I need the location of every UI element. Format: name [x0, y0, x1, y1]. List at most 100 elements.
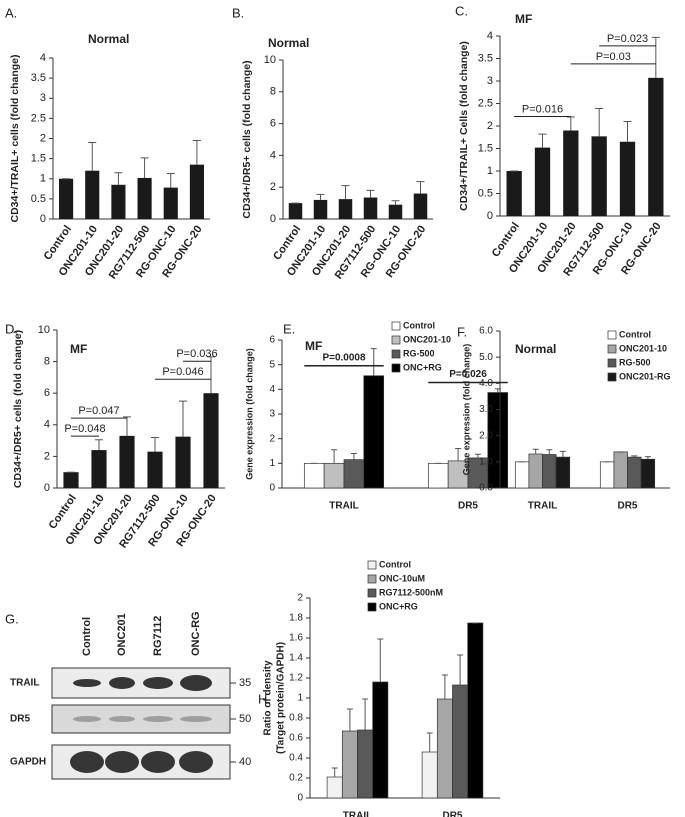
- error-bar: [457, 654, 464, 685]
- blot-band: [143, 716, 173, 722]
- y-tick-label: 1: [40, 173, 46, 185]
- lane-label: ONC-RG: [190, 611, 202, 656]
- legend-label: ONC201-10: [403, 334, 451, 344]
- bar: [627, 456, 642, 489]
- error-bar: [566, 116, 575, 131]
- y-tick-label: 1.5: [31, 153, 46, 165]
- bar: [111, 184, 126, 219]
- y-tick-label: 0: [487, 210, 493, 222]
- bar: [363, 375, 385, 489]
- y-tick-label: 2: [40, 132, 46, 144]
- lane-label: RG7112: [152, 616, 164, 656]
- y-tick-label: 2: [297, 593, 303, 604]
- y-tick-label: 0.4: [289, 753, 303, 764]
- bar: [303, 462, 325, 489]
- y-tick-label: 1.4: [289, 653, 303, 664]
- error-bar: [114, 172, 123, 185]
- x-tick-label: TRAIL: [528, 501, 557, 512]
- legend-label: RG-500: [619, 357, 651, 367]
- y-axis-label: (Target protein/GAPDH): [276, 642, 287, 754]
- blot-band: [70, 751, 104, 773]
- bar: [323, 462, 345, 489]
- y-tick-label: 5: [269, 359, 275, 370]
- y-axis-label: CD34+/DR5+ cells (fold change): [12, 330, 24, 488]
- y-tick-label: 3: [269, 409, 275, 420]
- y-tick-label: 8: [44, 356, 50, 368]
- error-bar: [88, 142, 97, 171]
- y-tick-label: 1: [297, 693, 303, 704]
- y-tick-label: 0.6: [289, 733, 303, 744]
- bar: [91, 450, 107, 488]
- blot-band: [73, 679, 101, 687]
- error-bar: [377, 638, 384, 682]
- panel-title: MF: [515, 12, 532, 26]
- blot-band: [109, 716, 135, 722]
- p-value: P=0.036: [176, 348, 217, 360]
- blot-band: [105, 751, 139, 773]
- y-axis-label: Gene expression (fold change): [461, 344, 471, 476]
- bar: [203, 393, 219, 488]
- error-bar: [179, 400, 187, 437]
- bar: [436, 698, 453, 799]
- p-value: P=0.016: [522, 103, 563, 115]
- error-bar: [366, 189, 375, 198]
- error-bar: [416, 181, 425, 194]
- error-bar: [538, 133, 547, 148]
- bar: [372, 681, 389, 799]
- error-bar: [532, 448, 539, 454]
- legend-label: Control: [379, 559, 411, 569]
- panel-label: E.: [283, 321, 295, 336]
- blot-band: [180, 675, 212, 691]
- y-tick-label: 1.8: [289, 613, 303, 624]
- legend-swatch: [607, 344, 617, 354]
- legend-label: RG7112-500nM: [379, 587, 443, 597]
- blot-band: [141, 751, 175, 773]
- y-tick-label: 1.0: [479, 456, 493, 467]
- bar: [326, 776, 343, 799]
- error-bar: [192, 140, 201, 165]
- error-bar: [455, 448, 462, 461]
- x-tick-label: DR5: [442, 811, 462, 817]
- bar: [555, 456, 571, 489]
- bar: [514, 461, 530, 489]
- panel-label: B.: [232, 5, 244, 20]
- legend-label: ONC201-RG: [619, 371, 671, 381]
- y-tick-label: 2.5: [478, 97, 493, 109]
- legend-label: RG-500: [403, 348, 435, 358]
- error-bar: [474, 453, 481, 458]
- error-bar: [651, 36, 660, 78]
- y-tick-label: 3.0: [479, 404, 493, 415]
- row-label: GAPDH: [10, 757, 46, 768]
- error-bar: [370, 348, 377, 376]
- y-axis-label: CD34+/DR5+ cells (fold change): [241, 60, 253, 218]
- legend-label: ONC+RG: [403, 362, 442, 372]
- p-value: P=0.026: [449, 369, 487, 380]
- panel-label: C.: [455, 3, 468, 18]
- error-bar: [391, 200, 400, 205]
- y-axis-label: Ratio of density: [263, 660, 274, 735]
- lane-label: Control: [81, 617, 93, 656]
- y-tick-label: 1: [487, 165, 493, 177]
- legend-label: ONC+RG: [379, 601, 418, 611]
- y-tick-label: 0: [297, 793, 303, 804]
- bar: [357, 729, 374, 799]
- error-bar: [559, 450, 566, 458]
- bar: [119, 435, 135, 488]
- p-value: P=0.03: [596, 51, 631, 63]
- error-bar: [166, 173, 175, 188]
- legend-label: Control: [619, 329, 651, 339]
- legend-swatch: [367, 560, 377, 570]
- y-tick-label: 2: [270, 181, 276, 193]
- bar: [175, 436, 191, 488]
- y-tick-label: 4: [270, 149, 276, 161]
- y-tick-label: 3: [487, 75, 493, 87]
- error-bar: [316, 193, 325, 200]
- bar: [528, 453, 543, 489]
- p-value: P=0.023: [607, 33, 648, 45]
- y-tick-label: 4: [269, 384, 275, 395]
- y-tick-label: 2.5: [31, 112, 46, 124]
- bar: [413, 193, 428, 219]
- bar: [163, 187, 178, 219]
- y-tick-label: 6: [270, 118, 276, 130]
- bar: [467, 622, 484, 799]
